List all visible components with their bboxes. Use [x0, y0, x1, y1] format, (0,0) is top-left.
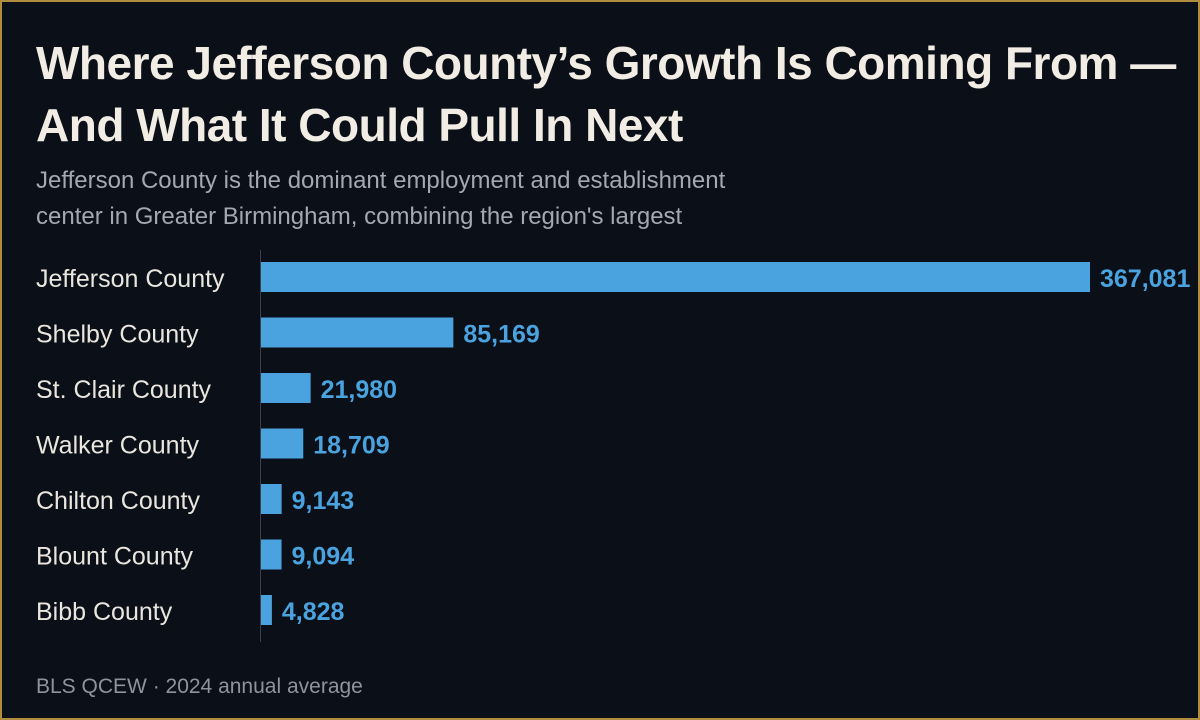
bar [261, 484, 282, 514]
category-label: Chilton County [36, 487, 200, 515]
value-label: 9,094 [292, 543, 355, 571]
value-label: 18,709 [313, 432, 389, 460]
bars-layer: Jefferson County 367,081 Shelby County 85,1… [36, 262, 1190, 626]
category-label: Bibb County [36, 598, 173, 626]
value-label: 9,143 [292, 487, 355, 515]
bar [261, 595, 272, 625]
bar [261, 373, 311, 403]
category-label: Walker County [36, 432, 200, 460]
value-label: 21,980 [321, 376, 397, 404]
bar [261, 428, 304, 459]
bar [261, 317, 454, 348]
value-label: 367,081 [1100, 265, 1190, 293]
bar [261, 262, 1090, 292]
value-label: 85,169 [463, 321, 539, 349]
category-label: Shelby County [36, 321, 199, 349]
chart-title: Where Jefferson County’s Growth Is Comin… [36, 37, 1176, 151]
bar [261, 539, 282, 570]
category-label: Jefferson County [36, 265, 225, 293]
category-label: Blount County [36, 543, 194, 571]
chart-subtitle: Jefferson County is the dominant employm… [36, 167, 726, 230]
source-note: BLS QCEW · 2024 annual average [36, 675, 363, 698]
category-label: St. Clair County [36, 376, 212, 404]
value-label: 4,828 [282, 598, 345, 626]
